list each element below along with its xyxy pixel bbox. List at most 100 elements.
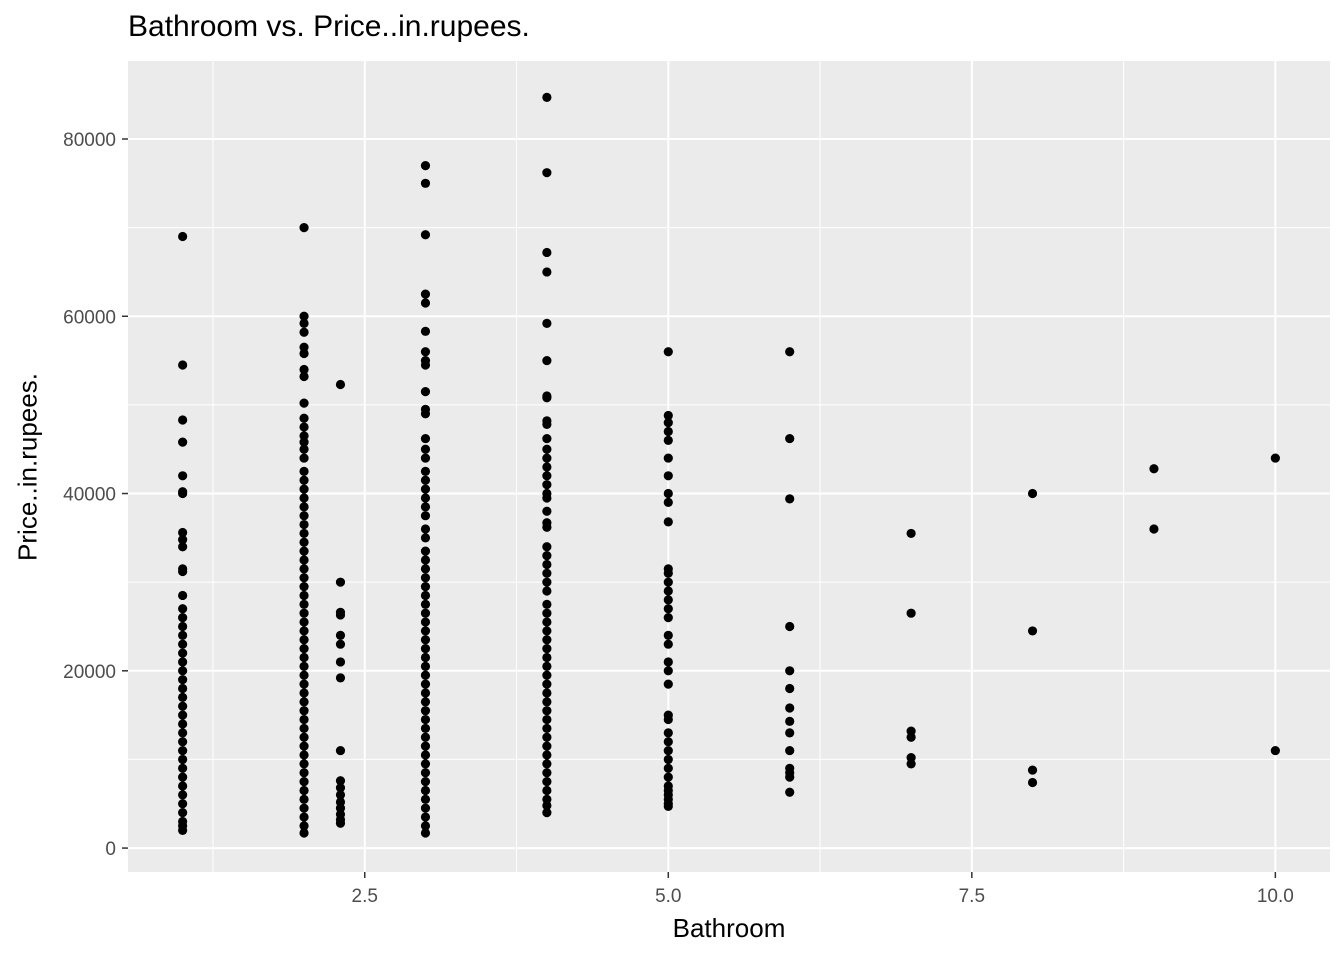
data-point: [663, 754, 673, 765]
data-point: [299, 661, 309, 671]
data-point: [299, 371, 309, 382]
data-point: [542, 714, 552, 725]
data-point: [785, 433, 795, 444]
data-point: [299, 511, 309, 521]
data-point: [299, 679, 309, 689]
data-point: [663, 737, 673, 747]
data-point: [299, 519, 309, 530]
data-point: [178, 737, 188, 747]
data-point: [178, 701, 188, 711]
data-point: [299, 812, 309, 822]
data-point: [299, 599, 309, 609]
data-point: [542, 785, 552, 796]
data-point: [542, 644, 552, 654]
minor-grid-lines: [128, 61, 1330, 872]
data-point: [542, 697, 552, 707]
data-point: [299, 364, 309, 375]
data-point: [299, 528, 309, 539]
data-point: [542, 750, 552, 760]
data-point: [542, 92, 552, 102]
data-point: [420, 723, 431, 734]
data-point: [299, 750, 309, 760]
data-point: [420, 652, 431, 663]
data-point: [299, 794, 309, 804]
data-point: [420, 493, 431, 503]
data-point: [299, 608, 309, 618]
data-point: [299, 635, 309, 645]
x-tick-label: 7.5: [959, 886, 985, 907]
data-point: [542, 444, 552, 454]
data-point: [299, 714, 309, 725]
data-point: [542, 542, 552, 552]
data-point: [420, 230, 431, 240]
data-point: [542, 433, 552, 444]
data-point: [299, 444, 309, 454]
data-point: [299, 422, 309, 432]
data-point: [785, 494, 795, 504]
data-point: [420, 387, 431, 397]
data-point: [178, 527, 188, 538]
x-tick-label: 2.5: [352, 886, 378, 907]
data-point: [1270, 453, 1280, 463]
data-point: [542, 506, 552, 516]
data-point: [420, 741, 431, 751]
data-point: [785, 772, 795, 782]
data-point: [420, 617, 431, 627]
data-point: [906, 608, 916, 618]
data-point: [178, 590, 188, 601]
data-point: [663, 639, 673, 649]
data-point: [420, 555, 431, 565]
data-point: [420, 821, 431, 831]
data-point: [420, 590, 431, 601]
data-point: [178, 719, 188, 729]
data-point: [663, 435, 673, 445]
data-point: [335, 657, 346, 667]
data-point: [420, 444, 431, 454]
data-point: [420, 635, 431, 645]
data-point: [178, 657, 188, 667]
data-point: [542, 617, 552, 627]
data-point: [663, 772, 673, 782]
data-point: [542, 480, 552, 490]
data-point: [299, 466, 309, 476]
data-point: [542, 453, 552, 463]
data-point: [299, 768, 309, 778]
data-point: [299, 776, 309, 787]
data-point: [420, 661, 431, 671]
data-point: [785, 703, 795, 713]
data-point: [178, 728, 188, 738]
x-axis: 2.5 5.0 7.5 10.0: [352, 872, 1294, 907]
data-point: [542, 759, 552, 769]
data-point: [420, 714, 431, 725]
data-point: [663, 410, 673, 421]
data-point: [420, 581, 431, 592]
data-point: [420, 670, 431, 680]
data-point: [299, 759, 309, 769]
x-tick-label: 5.0: [655, 886, 681, 907]
data-point: [542, 661, 552, 671]
data-point: [178, 666, 188, 676]
data-point: [542, 168, 552, 178]
data-point: [542, 679, 552, 689]
data-point: [178, 613, 188, 623]
data-point: [299, 502, 309, 512]
data-point: [420, 502, 431, 512]
data-point: [178, 808, 188, 818]
data-point: [420, 812, 431, 822]
data-point: [785, 787, 795, 797]
data-point: [299, 741, 309, 751]
data-point: [178, 535, 188, 545]
data-point: [420, 409, 431, 419]
data-point: [420, 697, 431, 707]
data-point: [299, 573, 309, 583]
data-point: [335, 639, 346, 649]
data-point: [542, 626, 552, 636]
data-point: [299, 617, 309, 627]
data-point: [420, 759, 431, 769]
data-point: [335, 577, 346, 587]
data-point: [299, 670, 309, 680]
data-point: [299, 564, 309, 574]
data-point: [542, 768, 552, 778]
data-point: [299, 785, 309, 796]
